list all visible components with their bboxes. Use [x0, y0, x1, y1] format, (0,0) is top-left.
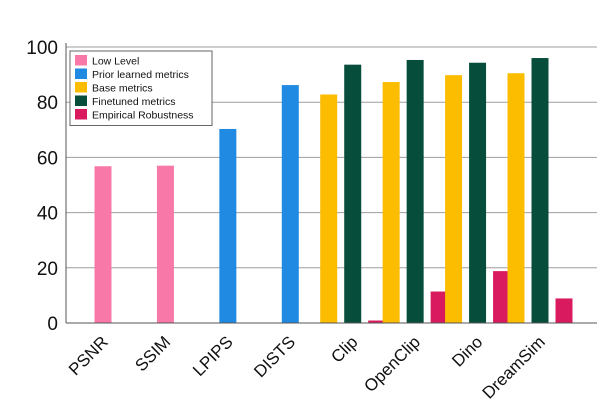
bar-dino-empirical-robustness	[493, 271, 511, 323]
bar-dino-finetuned-metrics	[469, 62, 487, 324]
bar-dreamsim-base-metrics	[507, 73, 525, 323]
y-tick-label-80: 80	[37, 93, 58, 114]
bars	[94, 58, 573, 324]
x-tick-label-clip: Clip	[327, 332, 361, 366]
bar-openclip-empirical-robustness	[430, 291, 448, 323]
x-tick-label-openclip: OpenClip	[360, 332, 424, 396]
legend-label-empirical-robustness: Empirical Robustness	[92, 110, 194, 122]
bar-psnr-low-level	[94, 166, 112, 323]
bar-ssim-low-level	[156, 165, 174, 323]
y-tick-label-100: 100	[26, 38, 58, 59]
bar-dists-prior-learned-metrics	[281, 85, 299, 323]
y-tick-label-20: 20	[37, 259, 58, 280]
bar-clip-base-metrics	[320, 94, 338, 323]
y-tick-label-0: 0	[47, 314, 58, 335]
legend-box	[69, 50, 213, 126]
bar-lpips-prior-learned-metrics	[219, 128, 237, 323]
x-tick-label-dreamsim: DreamSim	[479, 332, 549, 402]
bar-dino-base-metrics	[445, 75, 463, 323]
x-tick-label-ssim: SSIM	[131, 332, 174, 375]
y-tick-label-60: 60	[37, 148, 58, 169]
bar-clip-finetuned-metrics	[344, 64, 362, 323]
legend-label-base-metrics: Base metrics	[92, 83, 153, 95]
legend-label-prior-learned-metrics: Prior learned metrics	[92, 69, 189, 81]
x-tick-label-dino: Dino	[448, 332, 486, 370]
x-tick-label-dists: DISTS	[250, 332, 299, 381]
axes	[65, 43, 597, 324]
bar-dreamsim-empirical-robustness	[555, 298, 573, 323]
x-tick-label-lpips: LPIPS	[189, 332, 237, 380]
y-tick-labels: 0 20 40 60 80 100	[26, 38, 58, 335]
legend-swatch-prior-learned-metrics	[75, 68, 87, 79]
bar-dreamsim-finetuned-metrics	[531, 58, 549, 323]
y-tick-label-40: 40	[37, 204, 58, 225]
legend-swatch-finetuned-metrics	[75, 95, 87, 106]
bar-openclip-finetuned-metrics	[406, 59, 424, 324]
legend-label-finetuned-metrics: Finetuned metrics	[92, 96, 175, 108]
legend-label-low-level: Low Level	[92, 56, 139, 68]
bar-openclip-base-metrics	[382, 82, 400, 323]
x-tick-label-psnr: PSNR	[65, 332, 112, 379]
legend-swatch-base-metrics	[75, 82, 87, 93]
legend-swatch-low-level	[75, 55, 87, 66]
legend-swatch-empirical-robustness	[75, 109, 87, 120]
bar-clip-empirical-robustness	[368, 320, 386, 323]
